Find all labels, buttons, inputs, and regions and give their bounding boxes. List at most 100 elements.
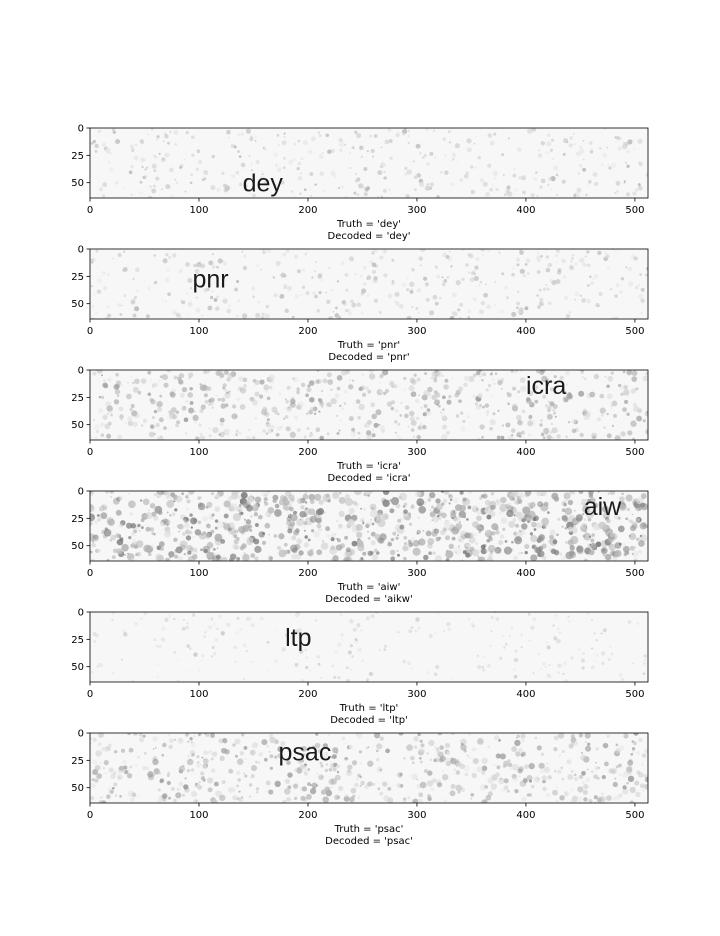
noise-speckle: [132, 733, 139, 736]
noise-speckle: [394, 409, 399, 413]
noise-speckle: [514, 536, 523, 545]
noise-speckle: [574, 773, 577, 777]
noise-speckle: [478, 531, 481, 534]
noise-speckle: [390, 537, 395, 542]
y-tick-label: 0: [78, 366, 84, 377]
noise-speckle: [416, 498, 425, 507]
noise-speckle: [556, 533, 559, 537]
noise-speckle: [407, 129, 410, 133]
noise-speckle: [441, 502, 445, 506]
noise-speckle: [635, 537, 640, 542]
noise-speckle: [455, 770, 461, 775]
noise-speckle: [300, 679, 305, 682]
noise-speckle: [90, 513, 96, 522]
noise-speckle: [376, 743, 383, 750]
noise-speckle: [610, 767, 618, 775]
noise-speckle: [214, 638, 219, 642]
noise-speckle: [577, 796, 583, 803]
noise-speckle: [542, 540, 545, 543]
noise-speckle: [94, 424, 100, 430]
noise-speckle: [221, 780, 226, 784]
noise-speckle: [135, 553, 139, 557]
noise-speckle: [169, 391, 176, 398]
noise-speckle: [595, 747, 599, 751]
noise-speckle: [236, 279, 240, 284]
noise-speckle: [627, 620, 632, 624]
noise-speckle: [313, 531, 320, 538]
noise-speckle: [642, 375, 648, 382]
noise-speckle: [277, 746, 284, 753]
noise-speckle: [513, 776, 519, 782]
noise-speckle: [130, 404, 135, 408]
noise-speckle: [500, 508, 505, 513]
noise-speckle: [589, 544, 592, 546]
noise-speckle: [197, 520, 202, 525]
axes-frame: [89, 369, 649, 441]
x-tick-label: 100: [189, 447, 208, 458]
noise-speckle: [134, 143, 138, 147]
noise-speckle: [563, 791, 569, 797]
noise-speckle: [637, 408, 643, 414]
noise-speckle: [287, 406, 291, 409]
noise-speckle: [622, 141, 626, 145]
noise-speckle: [390, 556, 396, 561]
noise-speckle: [566, 759, 572, 765]
noise-speckle: [174, 554, 179, 559]
noise-speckle: [379, 791, 383, 796]
noise-speckle: [223, 370, 229, 375]
noise-speckle: [335, 414, 339, 418]
noise-speckle: [320, 764, 324, 768]
noise-speckle: [405, 193, 410, 198]
noise-speckle: [332, 310, 335, 313]
noise-speckle: [127, 420, 134, 427]
noise-speckle: [570, 536, 579, 545]
noise-speckle: [366, 530, 370, 533]
noise-speckle: [129, 407, 133, 412]
noise-speckle: [391, 281, 395, 285]
noise-speckle: [204, 399, 209, 404]
noise-speckle: [434, 156, 437, 159]
decoded-label: Decoded = 'icra': [327, 473, 410, 484]
noise-speckle: [156, 422, 160, 426]
noise-speckle: [334, 393, 340, 398]
noise-speckle: [521, 796, 527, 802]
noise-speckle: [350, 299, 354, 304]
noise-speckle: [297, 648, 300, 651]
noise-speckle: [274, 503, 280, 509]
noise-speckle: [284, 778, 291, 784]
noise-speckle: [173, 738, 177, 741]
image-noise: [90, 491, 648, 561]
noise-speckle: [468, 271, 471, 274]
noise-speckle: [231, 491, 240, 496]
noise-speckle: [369, 260, 374, 264]
noise-speckle: [409, 289, 414, 294]
noise-speckle: [119, 414, 124, 419]
noise-speckle: [266, 396, 271, 401]
noise-speckle: [636, 622, 640, 625]
noise-speckle: [158, 417, 164, 423]
noise-speckle: [255, 160, 260, 165]
noise-speckle: [553, 410, 557, 413]
noise-speckle: [201, 756, 204, 759]
noise-speckle: [103, 379, 106, 382]
noise-speckle: [139, 737, 144, 742]
x-tick-label: 200: [298, 689, 317, 700]
noise-speckle: [513, 187, 519, 193]
noise-speckle: [102, 767, 105, 770]
noise-speckle: [130, 543, 135, 548]
noise-speckle: [237, 778, 242, 782]
noise-speckle: [183, 158, 186, 161]
noise-speckle: [161, 793, 167, 800]
noise-speckle: [94, 143, 99, 149]
noise-speckle: [449, 316, 455, 319]
noise-speckle: [348, 256, 355, 262]
noise-speckle: [187, 301, 193, 307]
noise-speckle: [553, 735, 559, 741]
noise-speckle: [382, 370, 389, 376]
noise-speckle: [155, 645, 159, 648]
noise-speckle: [332, 555, 339, 561]
noise-speckle: [209, 515, 214, 520]
noise-speckle: [494, 176, 497, 180]
noise-speckle: [94, 548, 100, 553]
